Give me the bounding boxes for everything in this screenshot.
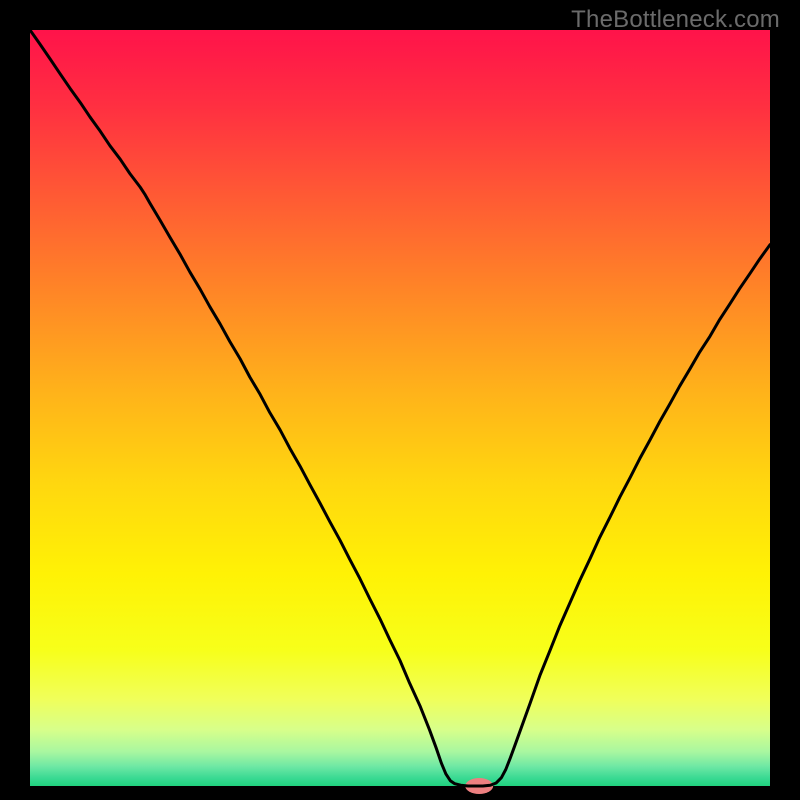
attribution-text: TheBottleneck.com (571, 6, 780, 34)
chart-container: TheBottleneck.com (0, 0, 800, 800)
plot-area (30, 30, 770, 786)
bottleneck-chart (0, 0, 800, 800)
